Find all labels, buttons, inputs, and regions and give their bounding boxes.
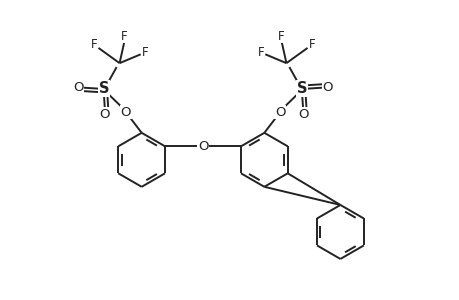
- Text: O: O: [120, 106, 131, 119]
- Text: S: S: [296, 81, 307, 96]
- Text: F: F: [121, 30, 128, 43]
- Text: O: O: [73, 81, 84, 94]
- Text: O: O: [322, 81, 332, 94]
- Text: O: O: [100, 108, 110, 121]
- Text: F: F: [90, 38, 97, 51]
- Text: F: F: [257, 46, 263, 59]
- Text: F: F: [141, 46, 148, 59]
- Text: F: F: [308, 38, 314, 51]
- Text: S: S: [98, 81, 109, 96]
- Text: O: O: [297, 108, 308, 121]
- Text: O: O: [274, 106, 285, 119]
- Text: O: O: [197, 140, 208, 153]
- Text: F: F: [278, 30, 284, 43]
